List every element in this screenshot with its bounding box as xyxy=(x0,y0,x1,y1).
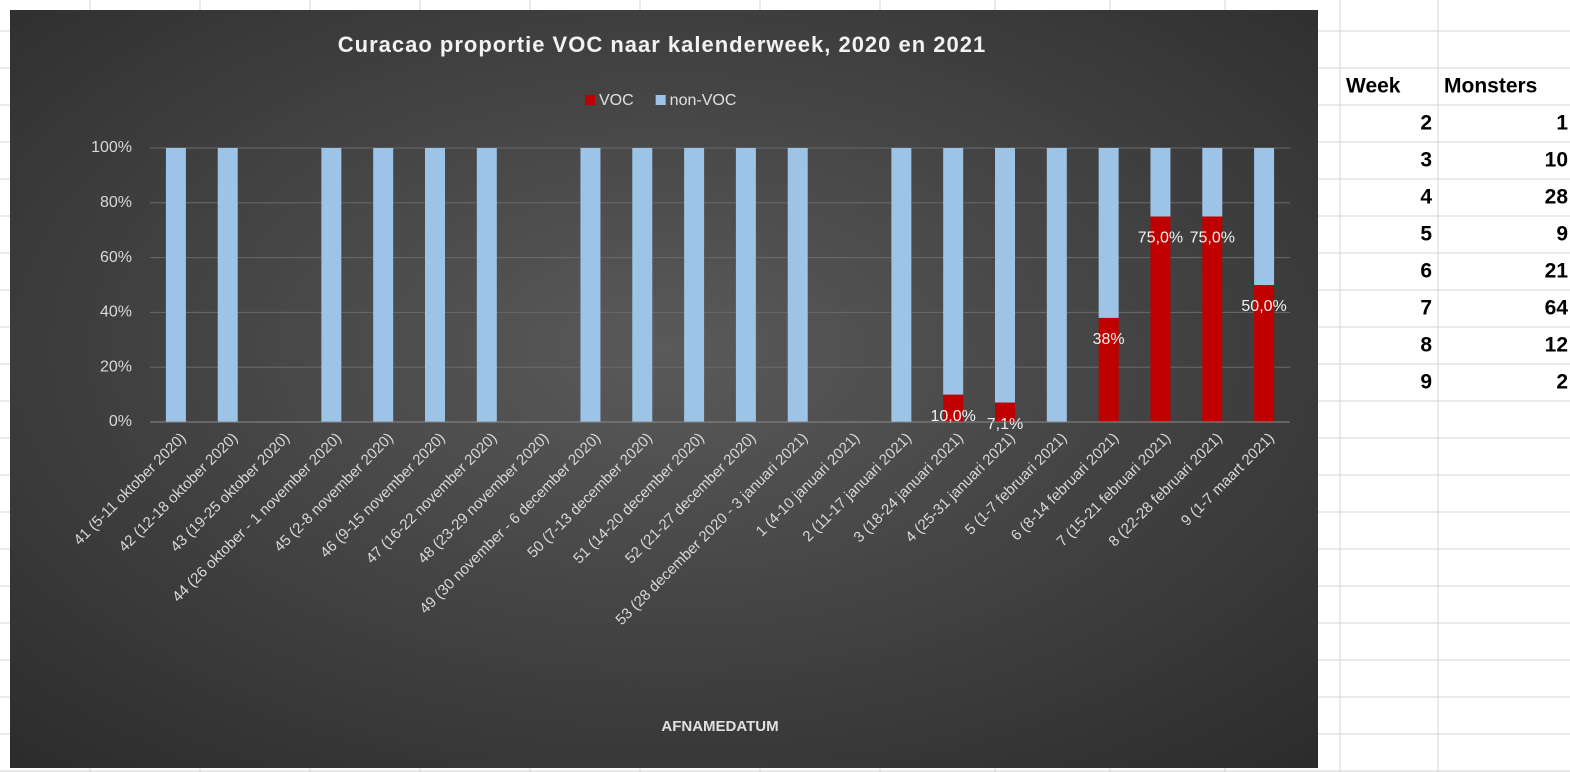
bar-segment xyxy=(684,148,705,422)
table-cell: 7 xyxy=(1420,297,1432,320)
bar-segment xyxy=(1098,148,1119,318)
y-tick-label: 20% xyxy=(100,358,132,375)
table-header: Monsters xyxy=(1444,75,1537,98)
data-label: 50,0% xyxy=(1241,298,1286,315)
bar-segment xyxy=(787,148,808,422)
table-header: Week xyxy=(1346,75,1401,98)
table-cell: 64 xyxy=(1545,297,1569,320)
legend-swatch xyxy=(655,95,666,105)
bar-segment xyxy=(425,148,445,422)
table-cell: 2 xyxy=(1420,112,1432,135)
data-label: 38% xyxy=(1093,331,1125,348)
bar-segment xyxy=(632,148,653,422)
chart-title: Curacao proportie VOC naar kalenderweek,… xyxy=(338,32,987,57)
table-cell: 9 xyxy=(1556,223,1568,246)
x-axis-title: AFNAMEDATUM xyxy=(661,718,778,735)
data-label: 75,0% xyxy=(1190,230,1235,247)
y-tick-label: 40% xyxy=(100,304,132,321)
bar-segment xyxy=(943,394,964,422)
table-cell: 6 xyxy=(1420,260,1432,283)
legend-label: non-VOC xyxy=(670,92,737,109)
table-cell: 2 xyxy=(1556,371,1568,394)
bar-segment xyxy=(995,148,1015,403)
bar-segment xyxy=(321,148,342,422)
table-cell: 3 xyxy=(1420,149,1432,172)
y-tick-label: 80% xyxy=(100,194,132,211)
legend-swatch xyxy=(585,95,595,105)
bar-segment xyxy=(891,148,912,422)
table-cell: 1 xyxy=(1556,112,1568,135)
table-cell: 5 xyxy=(1420,223,1432,246)
y-tick-label: 60% xyxy=(100,249,132,266)
y-tick-label: 0% xyxy=(109,413,132,430)
data-label: 75,0% xyxy=(1138,230,1183,247)
table-cell: 10 xyxy=(1545,149,1568,172)
table-cell: 28 xyxy=(1545,186,1569,209)
bar-segment xyxy=(580,148,601,422)
data-label: 10,0% xyxy=(930,408,975,425)
table-cell: 4 xyxy=(1420,186,1432,209)
bar-segment xyxy=(217,148,238,422)
bar-segment xyxy=(995,402,1015,422)
bar-segment xyxy=(1254,148,1275,285)
bar-segment xyxy=(1254,285,1275,422)
bar-segment xyxy=(1150,148,1171,217)
bar-segment xyxy=(1150,216,1171,422)
bar-segment xyxy=(1046,148,1067,422)
bar-segment xyxy=(735,148,756,422)
data-label: 7,1% xyxy=(987,416,1023,433)
chart-area xyxy=(10,10,1318,768)
y-tick-label: 100% xyxy=(91,139,132,156)
legend-label: VOC xyxy=(599,92,634,109)
table-cell: 21 xyxy=(1545,260,1569,283)
bar-segment xyxy=(1098,317,1119,422)
bar-segment xyxy=(165,148,186,422)
table-cell: 8 xyxy=(1420,334,1432,357)
bar-segment xyxy=(943,148,964,395)
bar-segment xyxy=(1202,148,1223,217)
bar-segment xyxy=(1202,216,1223,422)
table-cell: 9 xyxy=(1420,371,1432,394)
bar-segment xyxy=(476,148,497,422)
bar-segment xyxy=(373,148,394,422)
table-cell: 12 xyxy=(1545,334,1568,357)
